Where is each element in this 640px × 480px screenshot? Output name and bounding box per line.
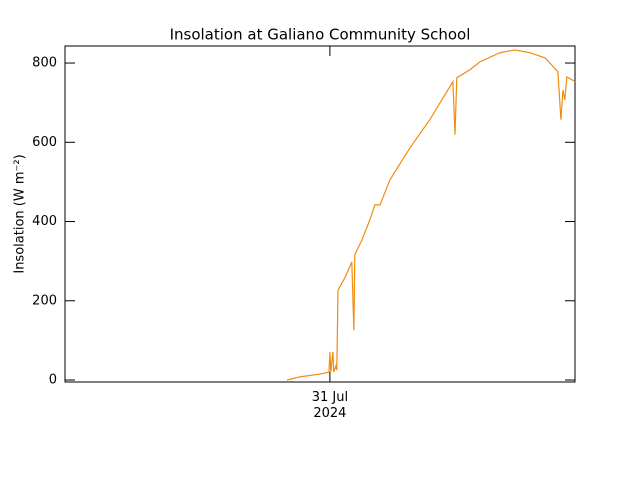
y-tick-label: 0	[49, 373, 57, 388]
chart-title: Insolation at Galiano Community School	[170, 26, 471, 44]
plot-frame	[64, 45, 576, 383]
y-axis-label: Insolation (W m⁻²)	[13, 154, 28, 273]
data-line	[286, 49, 576, 381]
x-tick-label: 31 Jul 2024	[312, 390, 348, 421]
y-tick-label: 600	[32, 135, 57, 150]
y-tick-label: 400	[32, 214, 57, 229]
y-tick-label: 200	[32, 293, 57, 308]
y-tick-label: 800	[32, 56, 57, 71]
